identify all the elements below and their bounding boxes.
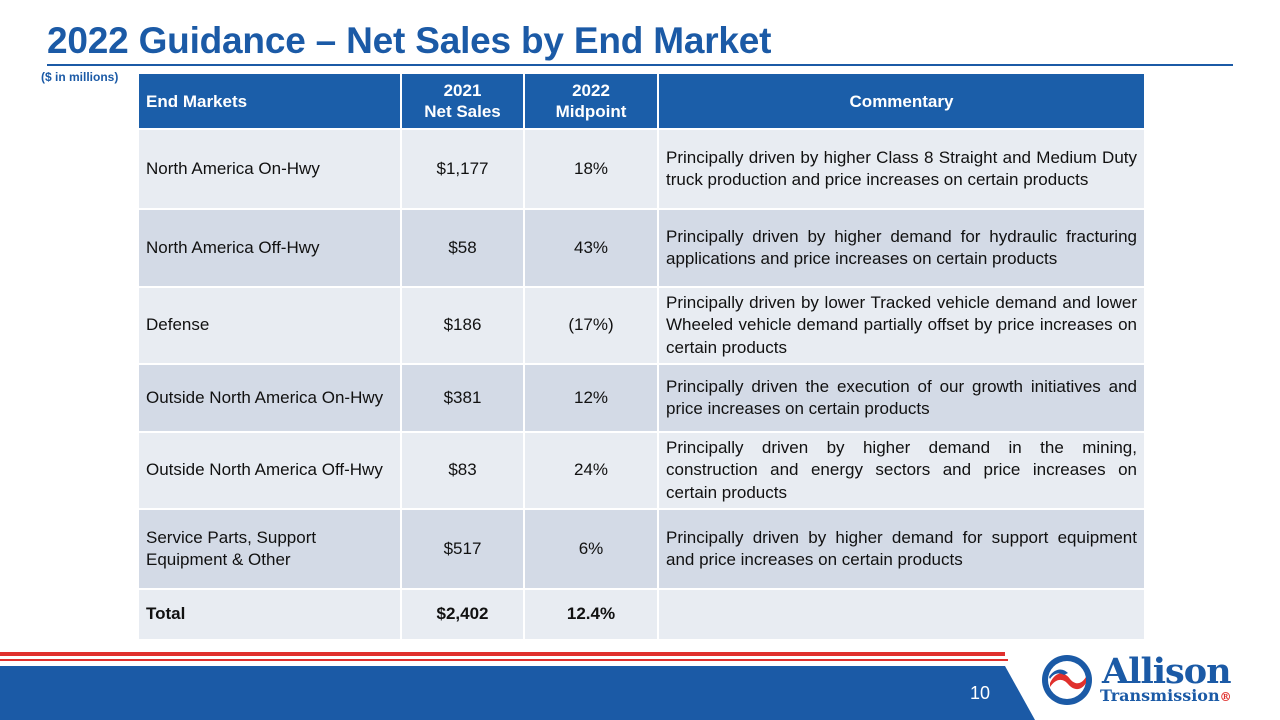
row-net-sales: $1,177 — [400, 128, 525, 210]
table-row: Outside North America On-Hwy $381 12% Pr… — [137, 363, 1146, 433]
page-number: 10 — [969, 683, 991, 703]
row-net-sales: $83 — [400, 431, 525, 510]
header-2022-line2: Midpoint — [555, 102, 627, 121]
row-midpoint: 43% — [523, 208, 659, 288]
row-midpoint: (17%) — [523, 286, 659, 365]
logo-wordmark-allison: Allison — [1102, 651, 1232, 692]
row-commentary: Principally driven by higher demand for … — [657, 208, 1146, 288]
row-commentary: Principally driven by higher Class 8 Str… — [657, 128, 1146, 210]
row-commentary: Principally driven by higher demand for … — [657, 508, 1146, 590]
footer-red-stripe — [0, 652, 1005, 656]
slide-title: 2022 Guidance – Net Sales by End Market — [47, 20, 772, 61]
total-net-sales: $2,402 — [400, 588, 525, 641]
title-divider — [47, 64, 1233, 66]
total-label: Total — [137, 588, 402, 641]
header-2022-line1: 2022 — [572, 81, 610, 100]
table-row: Service Parts, Support Equipment & Other… — [137, 508, 1146, 590]
footer-band — [0, 666, 1035, 720]
logo-word-transmission: Transmission — [1100, 686, 1220, 705]
registered-mark: ® — [1219, 690, 1232, 704]
header-2022-midpoint: 2022 Midpoint — [523, 72, 659, 130]
row-net-sales: $381 — [400, 363, 525, 433]
row-net-sales: $186 — [400, 286, 525, 365]
header-2021-net-sales: 2021 Net Sales — [400, 72, 525, 130]
allison-swirl-icon — [1042, 655, 1092, 705]
header-commentary: Commentary — [657, 72, 1146, 130]
table-header-row: End Markets 2021 Net Sales 2022 Midpoint C… — [137, 72, 1146, 130]
row-midpoint: 18% — [523, 128, 659, 210]
row-commentary: Principally driven the execution of our … — [657, 363, 1146, 433]
footer-red-stripe-thin — [0, 659, 1008, 661]
row-market: Service Parts, Support Equipment & Other — [137, 508, 402, 590]
table-row: Defense $186 (17%) Principally driven by… — [137, 286, 1146, 365]
row-market: North America Off-Hwy — [137, 208, 402, 288]
row-commentary: Principally driven by lower Tracked vehi… — [657, 286, 1146, 365]
table-row: Outside North America Off-Hwy $83 24% Pr… — [137, 431, 1146, 510]
table-row: North America On-Hwy $1,177 18% Principa… — [137, 128, 1146, 210]
row-net-sales: $517 — [400, 508, 525, 590]
row-commentary: Principally driven by higher demand in t… — [657, 431, 1146, 510]
row-midpoint: 6% — [523, 508, 659, 590]
total-row: Total $2,402 12.4% — [137, 588, 1146, 641]
row-net-sales: $58 — [400, 208, 525, 288]
row-market: North America On-Hwy — [137, 128, 402, 210]
table-row: North America Off-Hwy $58 43% Principall… — [137, 208, 1146, 288]
row-market: Defense — [137, 286, 402, 365]
row-market: Outside North America Off-Hwy — [137, 431, 402, 510]
logo-wordmark-transmission: Transmission® — [1100, 686, 1232, 705]
header-end-markets: End Markets — [137, 72, 402, 130]
row-midpoint: 24% — [523, 431, 659, 510]
row-midpoint: 12% — [523, 363, 659, 433]
allison-logo: Allison Transmission® — [1040, 651, 1255, 713]
header-2021-line1: 2021 — [443, 81, 482, 100]
guidance-table: End Markets 2021 Net Sales 2022 Midpoint C… — [137, 72, 1146, 641]
header-2021-line2: Net Sales — [424, 102, 501, 121]
total-commentary — [657, 588, 1146, 641]
total-midpoint: 12.4% — [523, 588, 659, 641]
row-market: Outside North America On-Hwy — [137, 363, 402, 433]
units-note: ($ in millions) — [41, 70, 119, 84]
